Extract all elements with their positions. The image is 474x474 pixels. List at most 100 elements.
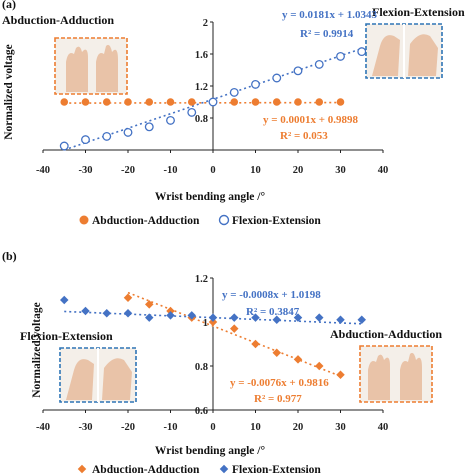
panel-a: (a) -40 -30 -20 -10 0 10 20 30 40 2 1.6 1.2 0.8 Wri…: [2, 0, 465, 227]
a-x-tick-label: 20: [293, 165, 304, 176]
panel-a-equation-flexion: y = 0.0181x + 1.0343: [282, 9, 378, 21]
b-point-s0: [315, 361, 324, 371]
b-x-tick-label: -10: [164, 422, 178, 433]
a-point-s0: [230, 98, 239, 106]
a-y-tick-label: 1.2: [195, 82, 208, 93]
a-point-s1: [229, 87, 239, 97]
legend-b-marker-flexion: [219, 464, 229, 474]
b-point-s1: [357, 315, 366, 325]
panel-b-r2-abduction: R² = 0.977: [254, 393, 302, 405]
b-x-tick-label: -20: [121, 422, 135, 433]
panel-a-annotation-flexion: Flexion-Extension: [372, 5, 465, 19]
b-x-tick-label: -30: [79, 422, 93, 433]
b-point-s1: [272, 315, 281, 325]
b-fit-line-0: [127, 291, 341, 377]
panel-a-x-ticks: -40 -30 -20 -10 0 10 20 30 40: [36, 150, 388, 176]
panel-b-photo-flexion: [59, 347, 137, 403]
a-x-tick-label: 30: [335, 165, 346, 176]
a-point-s1: [208, 97, 218, 107]
a-fit-line-1: [63, 47, 363, 151]
panel-b-points: [60, 293, 366, 380]
legend-a-marker-flexion: [218, 214, 230, 226]
b-point-s1: [123, 308, 133, 318]
b-point-s1: [102, 308, 111, 318]
a-x-tick-label: -40: [36, 165, 50, 176]
a-x-tick-label: 10: [250, 165, 261, 176]
a-point-s0: [145, 98, 154, 106]
panel-b-y-axis-label: Normalized voltage: [31, 302, 43, 398]
a-point-s0: [166, 98, 175, 106]
b-x-tick-label: -40: [36, 422, 50, 433]
a-point-s1: [144, 122, 154, 132]
b-point-s0: [272, 348, 281, 358]
panel-b-fit-lines: [64, 291, 362, 377]
panel-b-y-ticks: 1.2 1 0.8 0.6: [195, 274, 213, 417]
a-point-s0: [294, 98, 302, 106]
a-point-s0: [336, 98, 345, 106]
panel-b-annotation-flexion: Flexion-Extension: [20, 329, 113, 343]
panel-a-r2-abduction: R² = 0.053: [280, 130, 328, 142]
a-point-s1: [336, 51, 345, 61]
b-point-s1: [208, 313, 218, 322]
a-y-tick-label: 1.6: [195, 50, 208, 61]
panel-a-annotation-abduction: Abduction-Adduction: [2, 13, 114, 27]
a-point-s0: [187, 98, 196, 106]
a-x-tick-label: 40: [378, 165, 389, 176]
b-x-tick-label: 10: [250, 422, 261, 433]
a-point-s0: [315, 98, 324, 106]
legend-a-marker-abduction: [79, 215, 89, 225]
b-point-s1: [60, 295, 69, 305]
a-point-s1: [293, 66, 303, 76]
a-point-s1: [166, 115, 175, 125]
a-point-s1: [59, 141, 69, 151]
b-point-s0: [230, 324, 239, 333]
a-point-s1: [81, 135, 90, 145]
b-point-s0: [166, 306, 175, 316]
legend-b-label-flexion: Flexion-Extension: [232, 464, 321, 474]
legend-a-label-flexion: Flexion-Extension: [232, 215, 321, 227]
panel-b-photo-abduction: [359, 345, 433, 403]
b-point-s1: [81, 306, 90, 316]
a-point-s0: [251, 98, 260, 106]
b-point-s1: [166, 311, 175, 320]
a-point-s1: [251, 79, 260, 89]
panel-a-r2-flexion: R² = 0.9914: [300, 28, 354, 40]
b-x-tick-label: 20: [293, 422, 304, 433]
panel-a-legend: Abduction-Adduction Flexion-Extension: [79, 214, 321, 227]
a-point-s1: [102, 131, 112, 141]
a-point-s1: [272, 73, 282, 83]
panel-a-label: (a): [2, 0, 16, 11]
b-point-s0: [251, 339, 260, 349]
a-x-tick-label: 0: [210, 165, 215, 176]
panel-b-x-ticks: -40 -30 -20 -10 0 10 20 30 40: [36, 410, 388, 433]
a-point-s0: [60, 98, 69, 106]
b-point-s1: [230, 313, 239, 322]
legend-a-label-abduction: Abduction-Adduction: [92, 215, 200, 227]
b-point-s0: [123, 293, 133, 303]
b-point-s1: [293, 313, 303, 322]
b-point-s0: [208, 317, 218, 327]
b-x-tick-label: 40: [378, 422, 389, 433]
a-point-s1: [123, 127, 133, 137]
panel-a-y-axis-label: Normalized voltage: [3, 44, 15, 140]
panel-b-r2-flexion: R² = 0.3847: [246, 306, 300, 318]
b-y-tick-label: 0.8: [195, 362, 208, 373]
a-point-s1: [187, 107, 197, 117]
b-point-s1: [145, 313, 154, 322]
b-point-s0: [336, 370, 345, 380]
a-point-s0: [124, 98, 132, 106]
b-x-tick-label: 30: [335, 422, 346, 433]
panel-b: (b) -40 -30 -20 -10 0 10 20 30 40 1.2 1 0.8 0.6 Wri…: [2, 249, 442, 474]
panel-b-label: (b): [2, 249, 17, 263]
a-point-s0: [272, 98, 281, 106]
b-point-s1: [251, 313, 260, 322]
panel-b-annotation-abduction: Abduction-Adduction: [330, 327, 442, 341]
a-x-tick-label: -30: [79, 165, 93, 176]
a-point-s1: [357, 47, 367, 57]
panel-a-y-ticks: 2 1.6 1.2 0.8: [195, 18, 213, 125]
a-y-tick-label: 0.8: [195, 114, 208, 125]
panel-a-equation-abduction: y = 0.0001x + 0.9898: [263, 114, 359, 126]
b-x-tick-label: 0: [210, 422, 215, 433]
panel-b-equation-abduction: y = -0.0076x + 0.9816: [230, 377, 329, 389]
legend-b-marker-abduction: [77, 464, 87, 474]
